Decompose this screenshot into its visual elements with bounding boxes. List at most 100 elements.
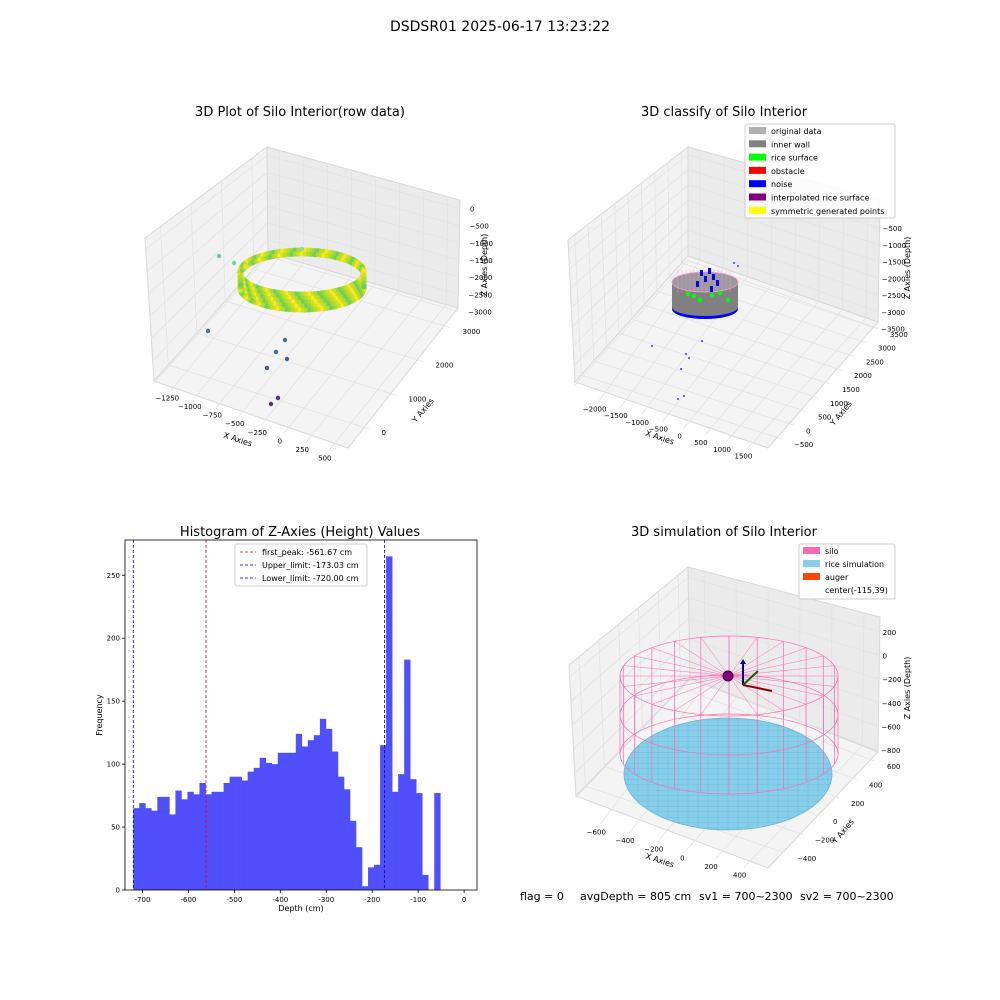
classify-3d-z-gridline (687, 214, 880, 279)
histogram-bar (259, 757, 267, 890)
raw-3d-z-gridline (267, 171, 460, 227)
histogram-bar (229, 776, 236, 890)
raw-3d-point (361, 280, 367, 286)
histogram-bar (133, 808, 140, 890)
classify-3d-z-gridline (572, 229, 689, 347)
raw-3d-z-tick-label: −1500 (469, 257, 493, 265)
raw-3d-x-gridline (193, 263, 304, 400)
rice-surface-point (691, 293, 697, 299)
histogram-bar (337, 776, 345, 890)
classify-3d-legend-swatch (749, 140, 766, 148)
raw-3d-y-gridline (196, 332, 397, 396)
histogram-bar (163, 796, 170, 890)
raw-3d-x-gridline (283, 290, 399, 434)
raw-3d-y-gridline (225, 300, 424, 362)
rice-surface-point (685, 291, 691, 297)
histogram-x-tick-label: -400 (272, 896, 288, 904)
classify-3d-x-tick-label: −1000 (625, 419, 649, 427)
classify-3d-x-tick-label: 500 (694, 439, 707, 447)
auger-axis-x (742, 684, 773, 692)
raw-3d-x-gridline (170, 256, 281, 391)
histogram-bar (253, 767, 260, 890)
noise-point (677, 398, 679, 400)
raw-3d-x-gridline (328, 304, 447, 451)
raw-3d-point (238, 282, 244, 288)
classify-3d-legend-frame (744, 123, 896, 219)
silo-roof-spoke (728, 647, 807, 677)
raw-3d-outlier-point (275, 395, 281, 401)
raw-3d-point (361, 272, 367, 278)
simulation-3d-y-tick-label: 200 (851, 800, 864, 808)
raw-3d-y-tick-label: 1000 (409, 395, 427, 403)
classify-3d-z-gridline (570, 199, 689, 309)
simulation-3d-z-gridline (689, 679, 879, 751)
simulation-3d-y-tick-label: 0 (833, 818, 837, 826)
noise-point (733, 262, 735, 264)
raw-3d-y-gridline (168, 364, 370, 430)
noise-point (688, 357, 690, 359)
simulation-3d-z-gridline (688, 597, 880, 656)
histogram-bar (374, 864, 381, 890)
classify-3d-z-tick-label: −3500 (881, 326, 905, 334)
histogram-bar (356, 847, 363, 890)
histogram-bar (349, 820, 357, 890)
classify-3d-y-gridline (574, 234, 582, 376)
noise-cluster (700, 270, 703, 276)
raw-3d-x-ticks: −1250−1000−750−500 −250 0 250 500 (155, 394, 331, 462)
histogram-bar (151, 810, 158, 890)
histogram-ylabel: Frequency (95, 694, 104, 736)
raw-3d-outlier-point (284, 356, 290, 362)
classify-3d-z-tick-label: −1000 (882, 242, 906, 250)
histogram-bar (193, 794, 200, 890)
histogram-legend-label: first_peak: -561.67 cm (262, 548, 352, 557)
simulation-3d-z-tick-label: −800 (881, 747, 900, 755)
raw-3d-outlier-point (282, 337, 288, 343)
raw-3d-title: 3D Plot of Silo Interior(row data) (195, 105, 405, 120)
histogram-bar (289, 752, 297, 890)
simulation-3d-z-gridline (571, 618, 690, 726)
histogram-y-ticks: 0 50 100 150 200 250 (107, 572, 125, 895)
classify-3d-y-tick-label: −500 (794, 441, 813, 449)
raw-3d-z-tick-label: −500 (470, 223, 489, 231)
classify-3d-z-tick-label: −3000 (881, 309, 905, 317)
simulation-3d-y-ticks: −400 −200 0 200 400 600 (797, 763, 900, 863)
noise-cluster (712, 274, 715, 280)
simulation-3d-z-tick-label: 200 (883, 629, 896, 637)
raw-3d-y-gridline (220, 181, 226, 302)
histogram-bar (217, 791, 224, 890)
classify-3d-y-gridline (587, 224, 595, 362)
histogram-bar (392, 791, 399, 890)
classify-3d-z-gridline (687, 199, 880, 262)
simulation-3d-legend: silo rice simulation auger center(-115,39) (798, 543, 896, 600)
simulation-3d-x-tick-label: 400 (733, 872, 746, 880)
histogram-bar (283, 752, 291, 890)
sv2-text: sv2 = 700~2300 (800, 890, 894, 903)
auger-marker (722, 659, 773, 692)
noise-point (737, 265, 739, 267)
histogram-bar (187, 791, 194, 890)
histogram-bar (434, 793, 441, 890)
histogram-bar (223, 782, 230, 890)
histogram-axes-frame (124, 539, 478, 891)
classify-3d-y-gridline (606, 346, 807, 412)
histogram-bar (211, 791, 218, 890)
histogram-x-tick-label: 0 (462, 896, 466, 904)
classify-3d-y-gridline (593, 360, 795, 426)
silo-roof-spoke (728, 641, 784, 677)
raw-3d-z-tick-label: −3000 (468, 308, 492, 316)
simulation-3d-z-gridline (689, 658, 879, 727)
simulation-3d-z-tick-label: −200 (882, 676, 901, 684)
panel-histogram: Histogram of Z-Axies (Height) Values -70… (95, 525, 478, 913)
raw-3d-x-gridline (422, 190, 425, 298)
rice-surface-point (717, 290, 723, 296)
histogram-bar (277, 752, 285, 890)
raw-3d-x-gridline (278, 150, 281, 257)
raw-3d-x-tick-label: −500 (225, 420, 244, 428)
raw-3d-z-gridline (267, 222, 459, 278)
simulation-3d-legend-frame (798, 543, 896, 600)
classify-3d-z-tick-label: −1500 (882, 259, 906, 267)
classify-3d-legend-swatch (749, 180, 766, 188)
raw-3d-z-gridline (267, 205, 460, 261)
classify-3d-legend-swatch (749, 166, 766, 174)
